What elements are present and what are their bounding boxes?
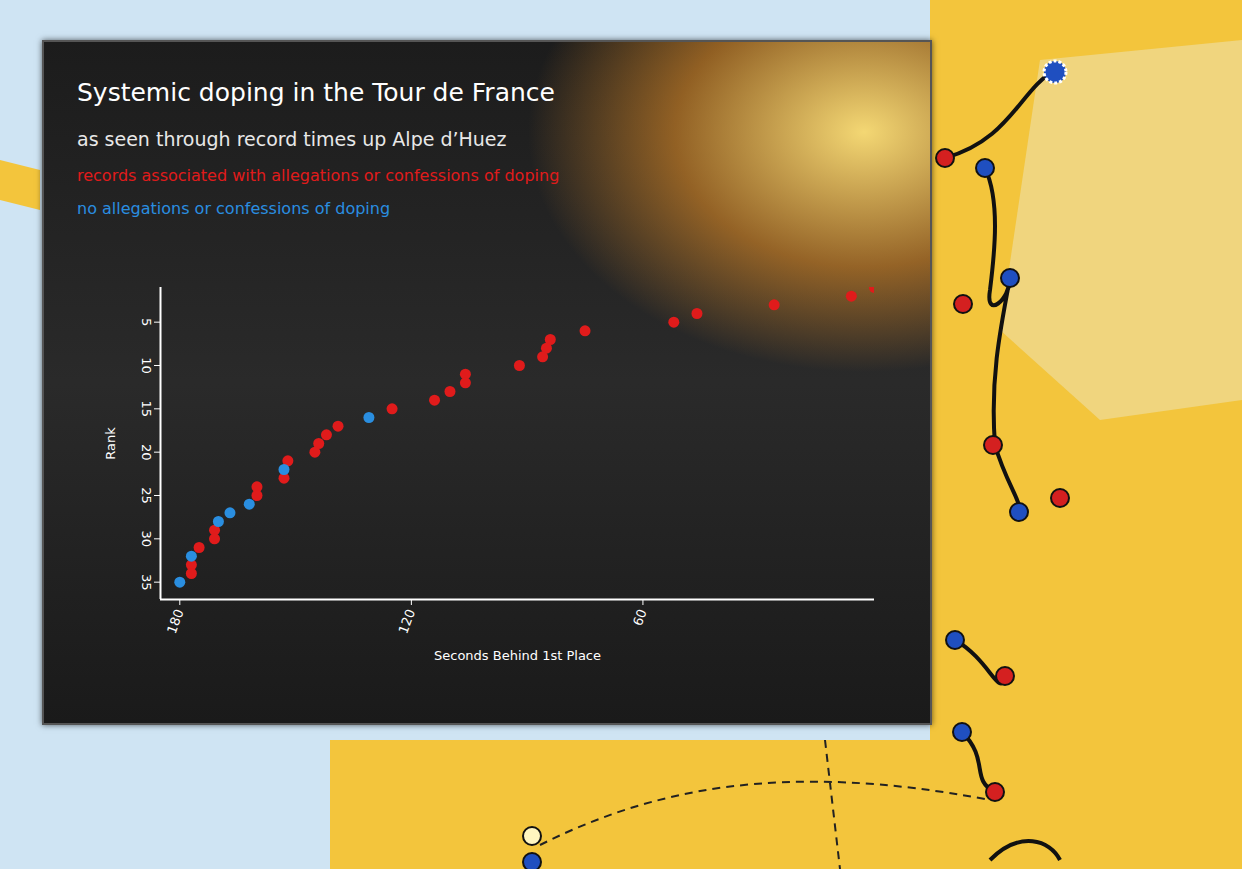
svg-text:30: 30 xyxy=(139,531,154,548)
svg-text:Rank: Rank xyxy=(103,427,118,460)
html-text:records associated with allega: records associated with allegations or c… xyxy=(77,166,560,185)
html-text:no allegations or confessions: no allegations or confessions of doping xyxy=(77,199,391,218)
svg-text:180: 180 xyxy=(164,607,187,635)
svg-text:25: 25 xyxy=(139,487,154,504)
svg-text:60: 60 xyxy=(630,607,650,628)
html-text:as seen through record times u: as seen through record times up Alpe d’H… xyxy=(77,128,507,150)
svg-text:10: 10 xyxy=(139,357,154,374)
svg-text:15: 15 xyxy=(139,401,154,418)
svg-text:120: 120 xyxy=(396,607,419,635)
svg-text:20: 20 xyxy=(139,444,154,461)
html-text:Systemic doping in the Tour de: Systemic doping in the Tour de France xyxy=(77,78,555,107)
svg-text:5: 5 xyxy=(139,318,154,326)
svg-text:Seconds Behind 1st Place: Seconds Behind 1st Place xyxy=(434,648,601,663)
svg-text:35: 35 xyxy=(139,574,154,591)
